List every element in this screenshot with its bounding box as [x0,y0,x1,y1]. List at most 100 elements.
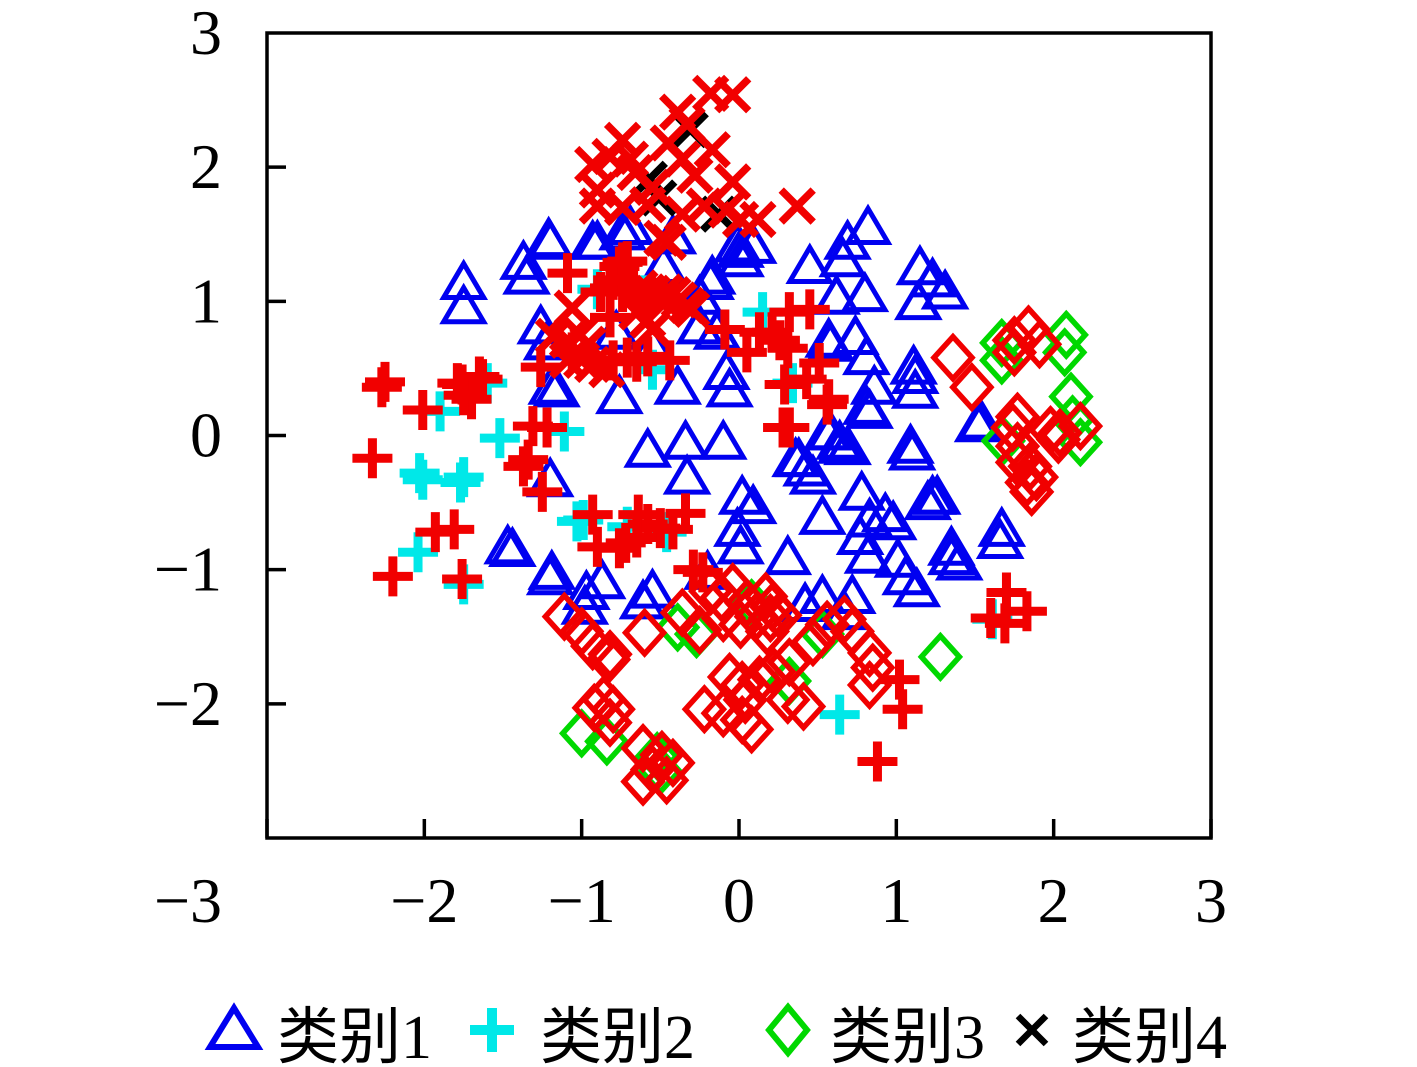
legend: 类别1 类别2 类别3 类别4 [204,1002,1227,1067]
data-point [698,572,745,623]
y-tick-label: 2 [190,131,222,202]
data-point [747,592,794,644]
legend-item [1015,1013,1049,1047]
data-point [780,681,827,732]
x-tick-label: 3 [1195,865,1227,936]
data-point [714,76,752,114]
data-point [588,351,626,389]
data-point [686,258,736,301]
data-point [757,590,803,641]
data-point [479,418,520,459]
data-point [563,341,601,380]
data-point [1004,457,1050,508]
x-tick-label: −1 [548,865,616,936]
data-point [585,634,632,685]
data-point [903,478,953,521]
data-point [808,379,849,420]
data-point [778,187,816,225]
data-point [1041,327,1088,378]
data-point [786,359,827,400]
data-point [508,439,549,480]
y-tick-label: 0 [190,400,222,471]
data-point [653,363,703,405]
x-axis-ticks: −3 −2 −1 0 1 2 3 [154,819,1227,936]
data-point [843,532,893,574]
series-red-diamond-overlay [541,304,1104,807]
data-point [547,253,588,294]
data-point [713,505,762,547]
data-point [785,242,835,284]
data-point [440,462,481,503]
data-point [503,446,544,487]
data-point [553,289,591,327]
data-point [522,471,563,512]
diamond-legend-marker [765,1002,811,1058]
data-point [930,332,976,383]
data-point [1013,451,1060,503]
data-point [527,548,577,590]
legend-label: 类别2 [540,1004,695,1067]
data-point [541,591,588,642]
data-point [532,365,581,408]
data-point [649,223,687,261]
legend-item [470,1008,514,1052]
legend-label: 类别3 [830,1004,985,1067]
data-point [499,238,548,280]
data-point [857,741,898,782]
data-point [739,200,777,239]
data-point [816,422,866,464]
data-point [780,580,830,623]
data-point [886,422,935,464]
x-tick-label: 2 [1038,865,1070,936]
legend-label: 类别1 [277,1004,432,1067]
data-point [790,617,836,668]
data-point [628,567,677,609]
legend-label: 类别4 [1072,1004,1227,1067]
data-point [991,315,1038,366]
data-point [889,343,939,385]
data-point [649,340,690,381]
data-point [837,469,887,511]
data-point [764,364,805,405]
data-point [365,361,405,402]
data-point [769,292,810,333]
data-point [562,568,611,610]
data-point [434,509,475,550]
y-tick-label: −2 [154,668,222,739]
data-point [850,642,896,693]
data-point [717,473,767,515]
data-point [994,421,1041,472]
y-tick-label: 3 [190,0,222,68]
data-point [917,631,964,682]
x-tick-label: −3 [154,865,222,936]
data-point [516,302,566,345]
data-point [728,482,778,525]
data-point [890,352,940,394]
data-point [1037,407,1083,458]
data-point [568,218,618,260]
data-point [639,729,685,780]
data-point [643,755,690,806]
data-point [812,273,861,315]
data-point [502,253,551,295]
data-point [665,493,706,534]
data-point [1035,414,1082,465]
data-point [975,517,1025,559]
data-point [439,282,489,325]
data-point [621,607,668,658]
data-point [352,438,393,479]
data-point [704,309,745,350]
data-point [661,418,710,460]
data-point [763,407,804,448]
data-point [846,627,893,678]
data-point [693,131,731,169]
y-tick-label: −1 [154,534,222,605]
data-point [759,320,800,361]
data-point [548,341,587,380]
data-point [920,268,970,310]
data-point [587,697,633,748]
data-point [633,310,672,349]
data-point [673,290,711,329]
